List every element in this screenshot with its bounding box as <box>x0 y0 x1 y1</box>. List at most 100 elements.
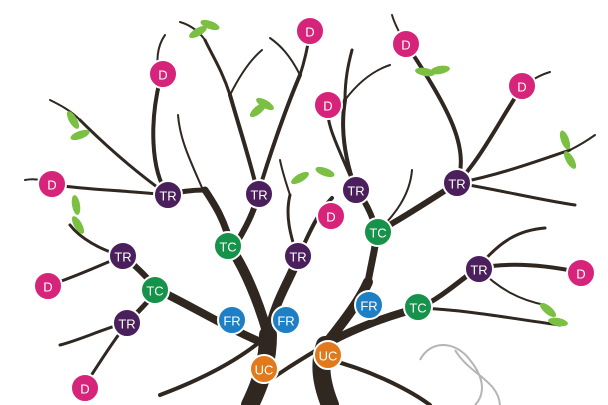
node-circle <box>244 179 274 209</box>
node-circle <box>316 201 346 231</box>
node-circle <box>283 241 313 271</box>
hanging-string <box>419 344 501 405</box>
node-label: TR <box>448 177 465 192</box>
leaf <box>563 151 577 169</box>
leaf <box>66 111 80 129</box>
node-label: D <box>80 382 89 397</box>
branch <box>279 159 291 196</box>
leaf <box>71 195 81 215</box>
node-d: D <box>316 201 346 231</box>
tree-nodes: D D D D D D D D D D TR TR TR TR TR TR TR TR TC TC TC TC FR FR FR… <box>33 16 596 403</box>
node-circle <box>354 290 384 320</box>
branch <box>455 148 572 185</box>
node-tr: TR <box>283 241 313 271</box>
leaf <box>70 129 90 141</box>
node-tr: TR <box>108 241 138 271</box>
node-circle <box>295 16 325 46</box>
leaf <box>315 166 335 178</box>
node-label: D <box>47 178 56 193</box>
node-label: TC <box>146 284 163 299</box>
node-tr: TR <box>244 179 274 209</box>
node-circle <box>403 292 433 322</box>
node-circle <box>363 217 393 247</box>
node-label: D <box>576 267 585 282</box>
node-circle <box>217 305 247 335</box>
leaf <box>291 171 309 185</box>
node-d: D <box>391 29 421 59</box>
node-circle <box>148 59 178 89</box>
node-tc: TC <box>213 231 243 261</box>
node-d: D <box>148 59 178 89</box>
branch <box>343 48 354 102</box>
node-circle <box>464 254 494 284</box>
node-circle <box>33 271 63 301</box>
node-tc: TC <box>363 217 393 247</box>
leaf <box>559 130 571 150</box>
node-label: TR <box>250 188 267 203</box>
node-label: UC <box>255 363 274 378</box>
branch <box>569 134 596 151</box>
node-d: D <box>566 258 596 288</box>
node-label: D <box>43 280 52 295</box>
node-label: FR <box>277 314 294 329</box>
branch <box>344 64 391 101</box>
node-circle <box>213 231 243 261</box>
branch <box>151 78 170 197</box>
node-circle <box>37 169 67 199</box>
node-d: D <box>313 90 343 120</box>
branch <box>177 114 204 191</box>
node-label: D <box>401 38 410 53</box>
leaf <box>256 97 274 111</box>
leaf <box>415 67 435 77</box>
leaf <box>548 317 568 327</box>
node-tr: TR <box>112 308 142 338</box>
branch <box>269 37 301 76</box>
node-circle <box>108 241 138 271</box>
node-circle <box>313 340 343 370</box>
node-d: D <box>70 373 100 403</box>
tree-branches <box>24 14 596 405</box>
branch <box>158 333 270 397</box>
branch <box>53 183 170 197</box>
branch <box>455 181 577 207</box>
node-label: TR <box>114 250 131 265</box>
node-label: UC <box>319 349 338 364</box>
leaf <box>539 302 557 318</box>
node-circle <box>249 354 279 384</box>
branch <box>418 306 562 327</box>
node-fr: FR <box>271 305 301 335</box>
node-circle <box>313 90 343 120</box>
branch <box>49 99 81 121</box>
tree-leaves <box>66 19 577 327</box>
node-circle <box>341 175 371 205</box>
node-label: D <box>158 68 167 83</box>
node-d: D <box>33 271 63 301</box>
node-label: TC <box>219 240 236 255</box>
node-label: D <box>305 25 314 40</box>
node-label: TR <box>470 263 487 278</box>
node-d: D <box>507 71 537 101</box>
node-fr: FR <box>354 290 384 320</box>
node-label: D <box>326 210 335 225</box>
node-d: D <box>295 16 325 46</box>
node-d: D <box>37 169 67 199</box>
node-label: D <box>323 99 332 114</box>
node-label: FR <box>360 299 377 314</box>
node-circle <box>507 71 537 101</box>
node-circle <box>140 275 170 305</box>
node-label: TR <box>347 184 364 199</box>
node-tr: TR <box>341 175 371 205</box>
node-label: TC <box>369 226 386 241</box>
branch <box>203 38 232 97</box>
node-label: TC <box>409 301 426 316</box>
leaf <box>71 216 85 234</box>
node-label: D <box>517 80 526 95</box>
node-circle <box>271 305 301 335</box>
branch <box>179 21 206 41</box>
node-fr: FR <box>217 305 247 335</box>
node-circle <box>566 258 596 288</box>
node-circle <box>153 180 183 210</box>
branch <box>229 49 263 96</box>
